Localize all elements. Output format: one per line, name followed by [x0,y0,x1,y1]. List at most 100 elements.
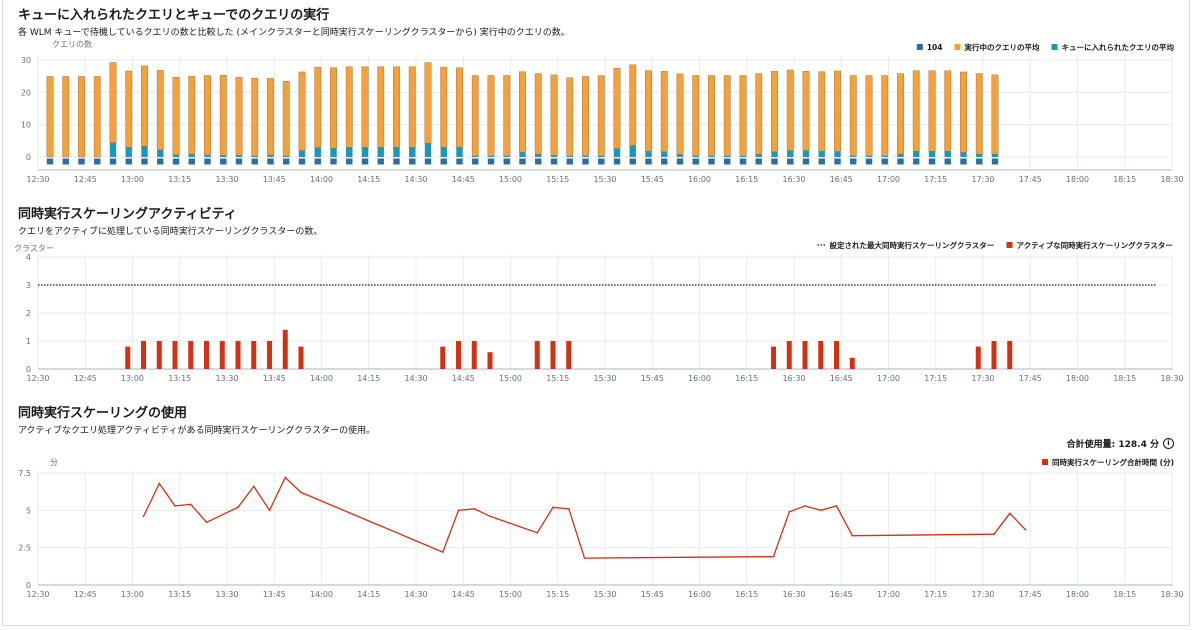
x-tick-label: 16:00 [688,374,711,383]
bar-queued [850,156,857,157]
x-tick-label: 18:00 [1066,374,1089,383]
bar-running [282,81,290,157]
bar-104 [220,158,227,165]
info-icon[interactable]: i [1163,438,1174,449]
bar-running [755,73,763,155]
total-usage-label: 合計使用量: 128.4 分 [1066,440,1159,450]
usage-point [457,509,460,512]
bar-active-clusters [802,341,808,369]
bar-queued [314,147,321,157]
bar-running [109,62,117,143]
bar-104 [393,158,400,165]
x-tick-label: 18:30 [1160,590,1183,599]
bar-running [645,70,652,152]
bar-104 [172,158,180,165]
bar-104 [724,158,731,165]
chart-1-legend: キューに入れられたクエリの平均 実行中のクエリの平均 104 [916,42,1175,52]
bar-active-clusters [125,346,131,369]
usage-point [174,505,176,507]
x-tick-label: 15:30 [593,590,616,599]
x-tick-label: 17:00 [877,590,900,599]
bar-queued [393,147,400,157]
y-tick-label: 1 [26,337,31,346]
bar-queued [724,156,731,157]
bar-queued [818,151,825,157]
bar-104 [708,158,715,165]
usage-point [851,534,854,537]
x-tick-label: 15:45 [641,374,664,383]
chart-2-legend: アクティブな同時実行スケーリングクラスター 設定された最大同時実行スケーリングクラ… [817,240,1173,250]
bar-104 [141,158,148,165]
bar-running [550,74,558,156]
bar-active-clusters [849,357,855,369]
x-tick-label: 17:30 [971,590,994,599]
usage-point [489,515,491,518]
bar-running [975,73,983,155]
bar-running [692,75,700,157]
x-tick-label: 13:45 [263,175,286,184]
y-tick-label: 0 [26,581,31,590]
scaling-usage-chart-description: アクティブなクエリ処理アクティビティがある同時実行スケーリングクラスターの使用。 [18,426,376,436]
x-tick-label: 13:45 [263,374,286,383]
bar-queued [787,150,794,157]
x-tick-label: 15:00 [499,374,522,383]
usage-point [300,491,302,494]
bar-queued [346,147,353,157]
bar-running [802,71,810,151]
bar-queued [472,156,479,157]
x-tick-label: 14:45 [452,374,475,383]
bar-running [566,77,574,157]
usage-point [142,515,145,518]
y-tick-label: 30 [21,56,31,65]
y-tick-label: 2.5 [18,544,31,553]
x-tick-label: 12:45 [74,590,97,599]
bar-running [251,77,259,157]
bar-active-clusters [188,341,194,369]
bar-104 [330,158,337,165]
chart-3-legend: 同時実行スケーリング合計時間 (分) [1042,457,1174,467]
bar-running [330,67,337,149]
chart-1-axes: 0 10 20 30 12:30 12:45 13:00 13:15 13:30 13:45 14:… [21,56,1184,184]
x-tick-label: 13:00 [121,175,144,184]
bar-running [771,71,778,153]
bar-queued [739,156,747,157]
x-tick-label: 18:30 [1160,374,1183,383]
bar-104 [472,158,479,165]
total-usage: 合計使用量: 128.4 分 i [1067,437,1174,450]
x-tick-label: 14:15 [357,374,380,383]
x-tick-label: 15:30 [593,175,616,184]
x-tick-label: 12:45 [74,374,97,383]
bar-104 [361,158,369,165]
x-tick-label: 14:45 [452,175,475,184]
legend-label: アクティブな同時実行スケーリングクラスター [1017,240,1173,250]
bar-active-clusters [440,346,446,369]
bar-running [660,71,668,153]
x-tick-label: 18:30 [1160,175,1183,184]
bar-104 [62,158,69,165]
bar-active-clusters [251,341,257,369]
y-tick-label: 10 [21,121,31,130]
bar-104 [692,158,699,165]
y-axis-label: 分 [50,458,58,467]
bar-104 [865,158,873,165]
bar-running [393,66,400,148]
bar-active-clusters [219,341,225,369]
bar-active-clusters [818,341,824,369]
bar-104 [283,158,290,165]
bar-104 [566,158,573,165]
bar-running [597,75,605,157]
x-tick-label: 15:15 [546,590,569,599]
bar-active-clusters [771,346,776,369]
bar-running [960,71,967,153]
queued-running-chart-description: 各 WLM キューで待機しているクエリの数と比較した (メインクラスターと同時実… [18,28,570,38]
y-tick-label: 5 [26,506,31,515]
bar-running [991,74,999,155]
bar-104 [440,158,447,165]
bar-running [676,73,684,155]
bar-queued [377,147,384,157]
legend-label: キューに入れられたクエリの平均 [1062,42,1175,52]
x-tick-label: 14:30 [404,175,427,184]
bar-running [865,75,873,157]
bar-queued [503,156,510,157]
x-tick-label: 16:30 [782,374,805,383]
